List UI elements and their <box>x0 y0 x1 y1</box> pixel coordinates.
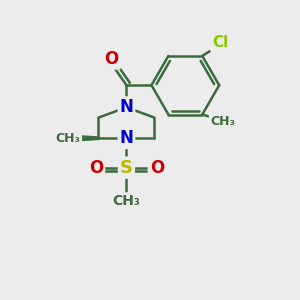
Text: CH₃: CH₃ <box>56 132 81 145</box>
Text: O: O <box>89 159 103 177</box>
Polygon shape <box>76 136 98 141</box>
Text: O: O <box>105 50 119 68</box>
Text: S: S <box>120 159 133 177</box>
Text: N: N <box>119 129 134 147</box>
Text: N: N <box>119 98 134 116</box>
Text: O: O <box>150 159 164 177</box>
Text: CH₃: CH₃ <box>112 194 140 208</box>
Text: Cl: Cl <box>212 35 228 50</box>
Text: CH₃: CH₃ <box>210 116 236 128</box>
